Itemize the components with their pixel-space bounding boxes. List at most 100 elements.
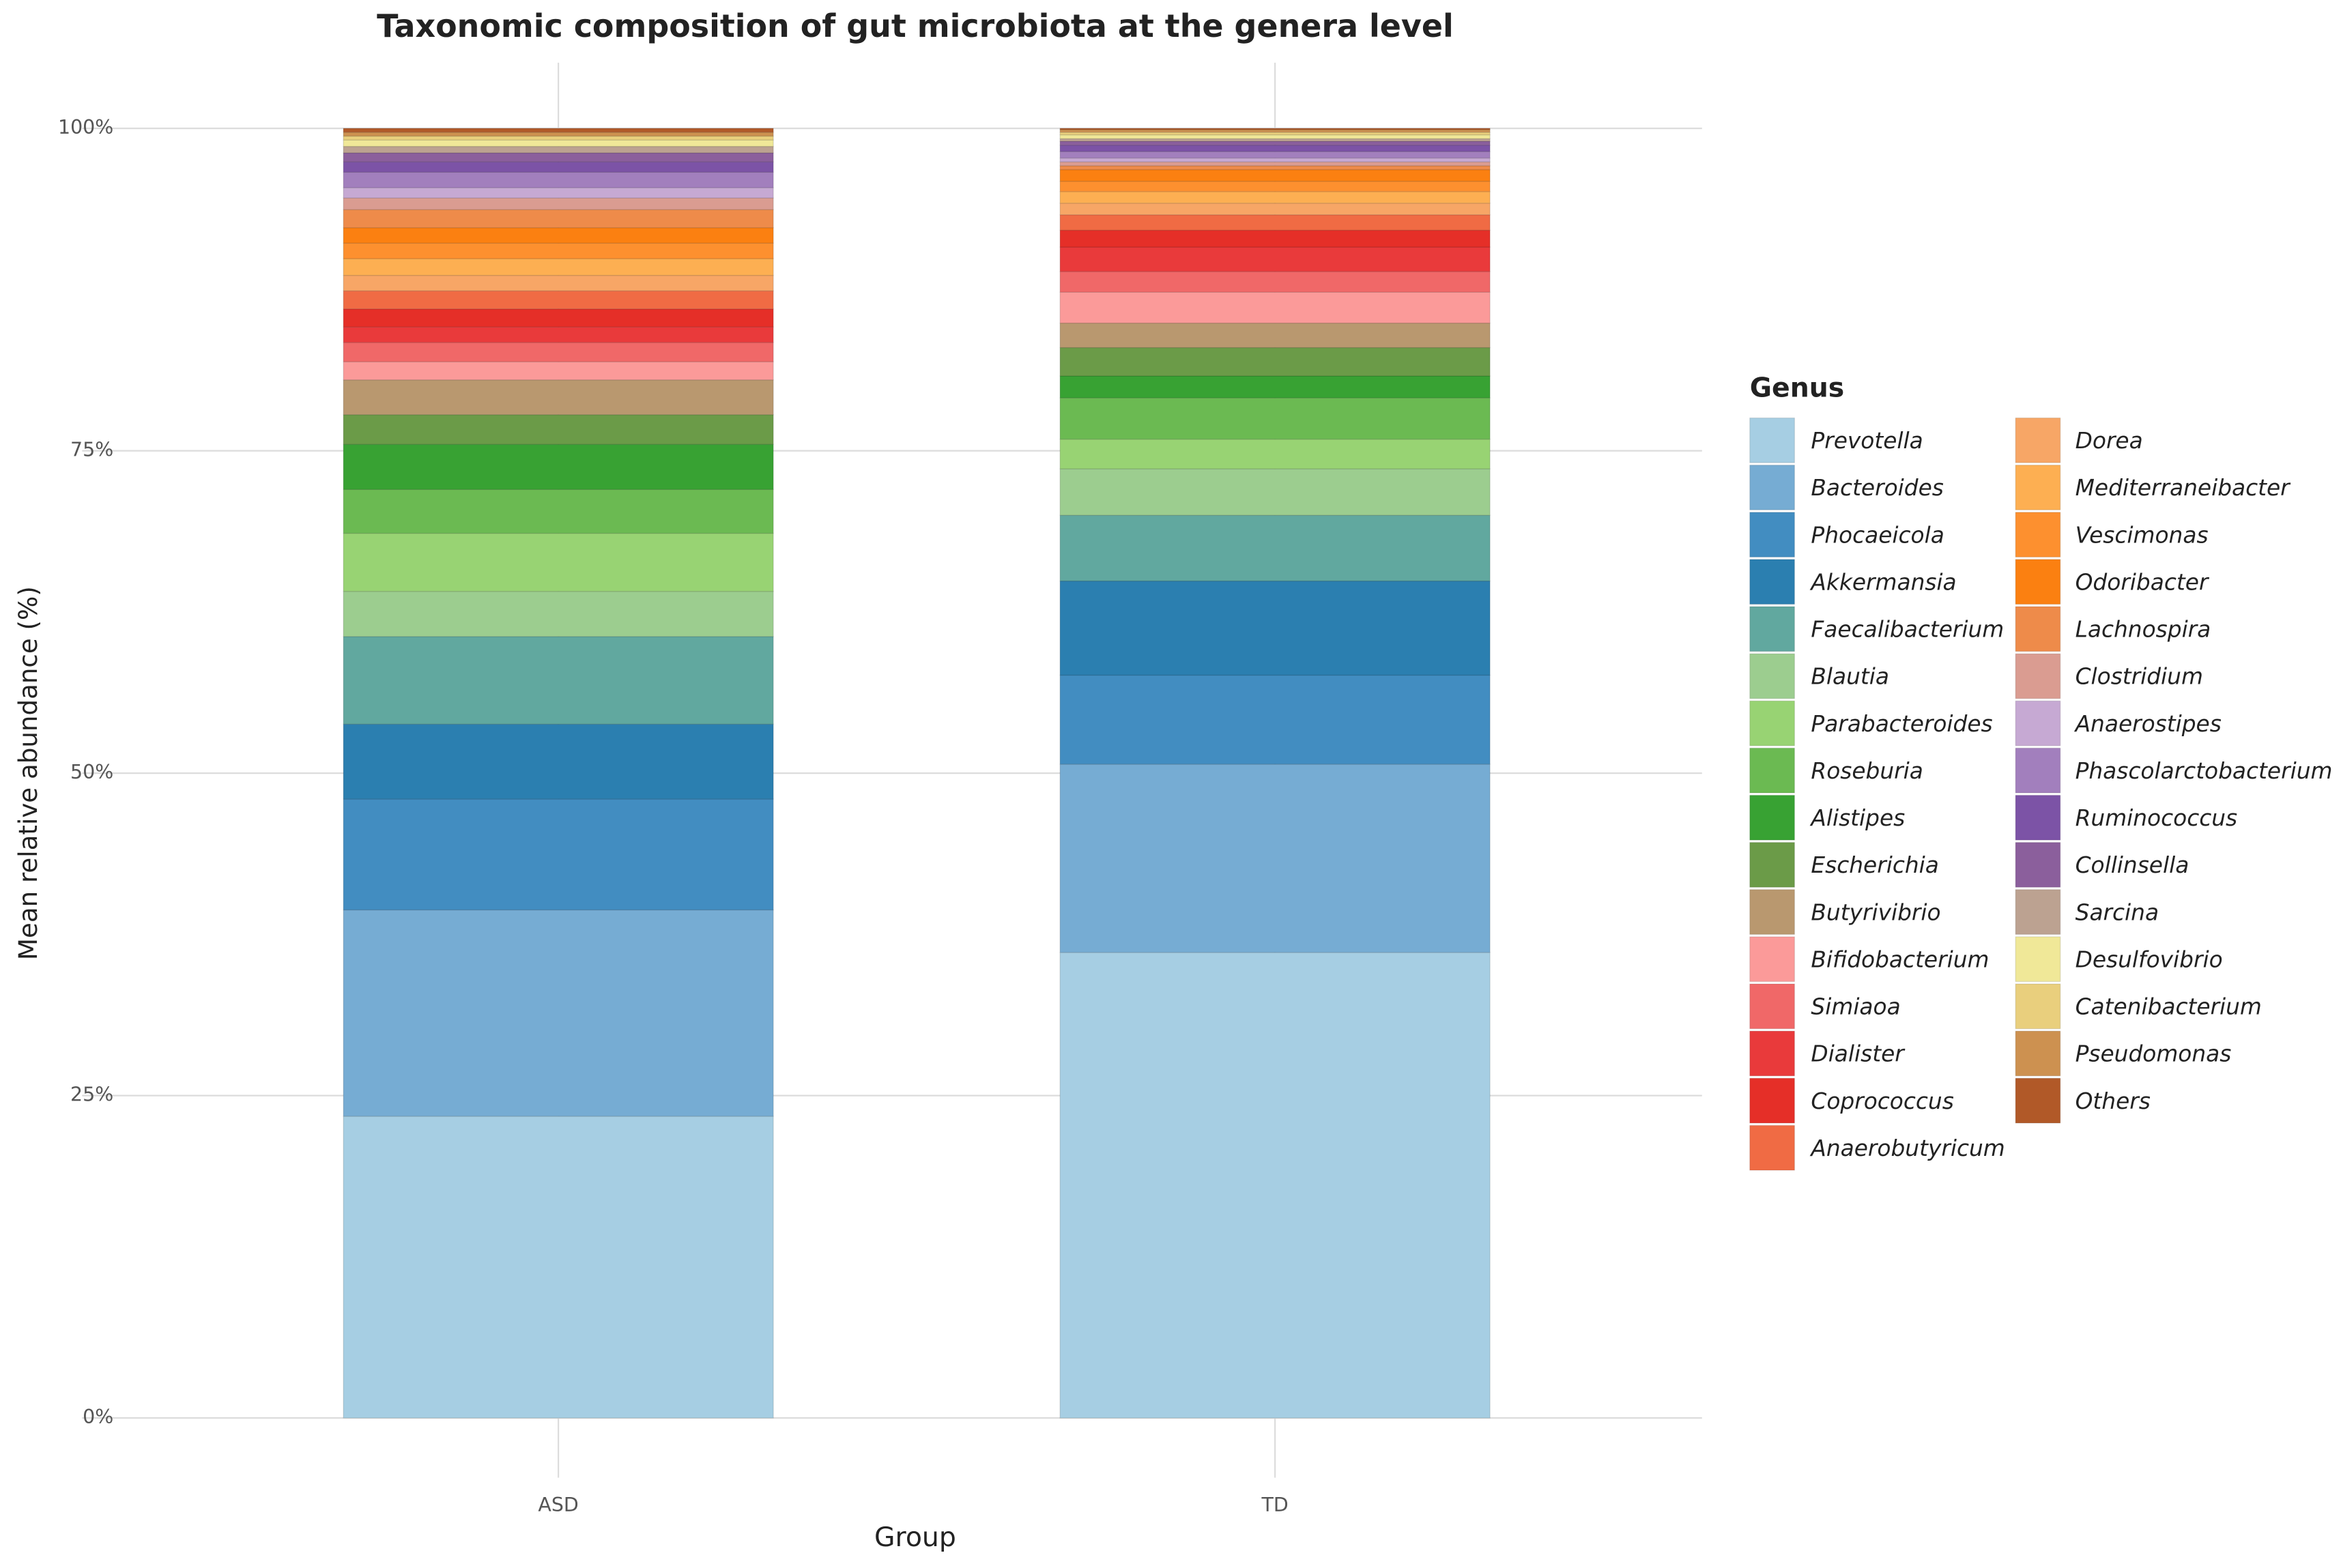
- bar-segment: [343, 187, 774, 199]
- y-tick-label: 0%: [83, 1406, 113, 1428]
- chart-title: Taxonomic composition of gut microbiota …: [377, 8, 1454, 44]
- legend-key: [2015, 606, 2061, 652]
- bar-segment: [1059, 145, 1491, 152]
- legend: Prevotella Bacteroides Phocaeicola Akkerman…: [1749, 417, 2332, 1171]
- legend-key: [1749, 1030, 1796, 1077]
- legend-label: Dorea: [2076, 428, 2143, 454]
- legend-key: [1749, 1124, 1796, 1171]
- legend-label: Escherichia: [1811, 852, 1938, 878]
- bar-segment: [1059, 203, 1491, 216]
- bar-segment: [343, 361, 774, 381]
- bar-segment: [1059, 128, 1491, 130]
- x-tick-label: TD: [1261, 1494, 1289, 1516]
- legend-label: Akkermansia: [1809, 569, 1956, 595]
- bar-segment: [1059, 214, 1491, 231]
- legend-label: Lachnospira: [2076, 617, 2211, 643]
- legend-label: Faecalibacterium: [1811, 617, 2004, 643]
- bar-segment: [343, 161, 774, 173]
- legend-label: Sarcina: [2076, 899, 2159, 925]
- legend-label: Anaerobutyricum: [1809, 1135, 2005, 1161]
- bar-segment: [343, 590, 774, 637]
- bar-segment: [343, 798, 774, 911]
- legend-label: Others: [2076, 1088, 2151, 1114]
- legend-key: [2015, 983, 2061, 1030]
- bar-segment: [343, 128, 774, 133]
- legend-label: Simiaoa: [1811, 994, 1900, 1020]
- legend-key: [2015, 1030, 2061, 1077]
- y-tick-label: 50%: [70, 761, 113, 783]
- bar-segment: [1059, 157, 1491, 162]
- legend-key: [2015, 700, 2061, 746]
- legend-label: Prevotella: [1811, 428, 1923, 454]
- bar-segment: [343, 290, 774, 310]
- y-tick-label: 75%: [70, 439, 113, 461]
- legend-key: [1749, 653, 1796, 699]
- bar-segment: [343, 342, 774, 362]
- y-tick-label: 100%: [58, 116, 113, 139]
- bar-segment: [1059, 271, 1491, 293]
- legend-label: Bifidobacterium: [1811, 946, 1989, 972]
- legend-label: Alistipes: [1809, 805, 1905, 831]
- bar-segment: [343, 723, 774, 800]
- bar-segment: [1059, 132, 1491, 136]
- bar-segment: [343, 909, 774, 1117]
- legend-key: [1749, 700, 1796, 746]
- legend-key: [1749, 606, 1796, 652]
- bar-segment: [343, 209, 774, 229]
- bar-segment: [1059, 141, 1491, 146]
- bar-segment: [343, 135, 774, 141]
- bar-segment: [343, 489, 774, 534]
- bar-segment: [343, 258, 774, 276]
- bar-segment: [343, 532, 774, 592]
- bar-segment: [343, 1116, 774, 1419]
- legend-label: Blautia: [1811, 664, 1889, 690]
- bar-segment: [1059, 180, 1491, 192]
- legend-key: [1749, 417, 1796, 463]
- legend-label: Mediterraneibacter: [2076, 475, 2292, 501]
- legend-label: Ruminococcus: [2076, 805, 2238, 831]
- legend-key: [1749, 1077, 1796, 1124]
- legend-key: [2015, 417, 2061, 463]
- bar-segment: [1059, 291, 1491, 324]
- bar-segment: [1059, 134, 1491, 139]
- bar-segment: [1059, 169, 1491, 182]
- bar-segment: [1059, 438, 1491, 469]
- bar-segment: [343, 139, 774, 147]
- legend-key: [2015, 512, 2061, 558]
- bar-segment: [343, 197, 774, 210]
- x-tick-label: ASD: [538, 1494, 578, 1516]
- bar-segment: [1059, 580, 1491, 676]
- y-axis-title: Mean relative abundance (%): [13, 586, 43, 960]
- bar-segment: [343, 132, 774, 137]
- legend-label: Desulfovibrio: [2076, 946, 2223, 972]
- legend-label: Coprococcus: [1811, 1088, 1953, 1114]
- legend-key: [2015, 559, 2061, 605]
- bar-segment: [1059, 397, 1491, 440]
- bar-segment: [343, 274, 774, 291]
- bar-segment: [343, 227, 774, 244]
- bar-segment: [343, 326, 774, 343]
- bar-segment: [343, 171, 774, 188]
- legend-label: Anaerostipes: [2074, 711, 2222, 737]
- legend-label: Catenibacterium: [2076, 994, 2262, 1020]
- legend-key: [1749, 936, 1796, 983]
- bar-segment: [1059, 764, 1491, 953]
- bar-segment: [1059, 952, 1491, 1419]
- bar-segment: [1059, 322, 1491, 349]
- legend-label: Odoribacter: [2076, 569, 2210, 595]
- bar-segment: [1059, 229, 1491, 248]
- legend-key: [2015, 841, 2061, 888]
- bar-segment: [343, 145, 774, 154]
- bar-segment: [343, 414, 774, 445]
- x-axis-title: Group: [874, 1522, 956, 1553]
- bars: [343, 128, 1491, 1419]
- legend-key: [2015, 1077, 2061, 1124]
- bar-segment: [343, 308, 774, 328]
- legend-key: [2015, 747, 2061, 794]
- legend-key: [2015, 794, 2061, 841]
- bar-segment: [1059, 347, 1491, 377]
- bar-segment: [343, 242, 774, 259]
- legend-key: [1749, 559, 1796, 605]
